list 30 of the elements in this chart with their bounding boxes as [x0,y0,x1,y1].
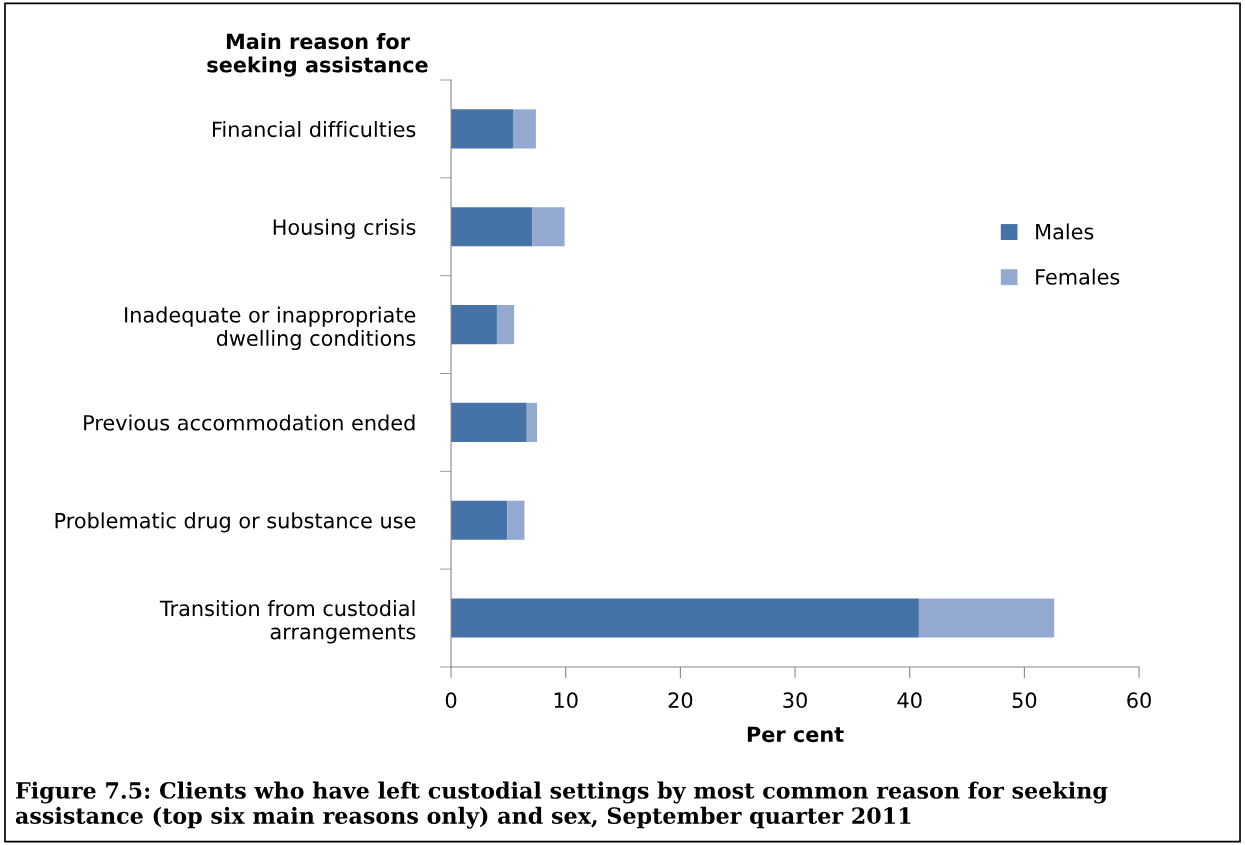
bar [451,500,508,540]
x-tick-label: 40 [897,692,922,709]
y-tick-label: Previous accommodation ended [84,414,415,431]
bar [451,207,533,247]
y-tick-label: Housing crisis [273,218,416,239]
x-tick-label: 30 [783,692,807,709]
bar [507,500,525,540]
y-tick-label: Problematic drug or substance use [55,512,416,533]
bar [918,598,1055,638]
bar [512,109,536,149]
y-axis-title: Main reason for seeking assistance [207,33,428,77]
x-axis-title: Per cent [747,726,844,743]
x-tick-label: 0 [445,692,457,709]
legend-label: Females [1036,268,1120,285]
bar [526,402,538,442]
bar [532,207,565,247]
bar [451,305,497,345]
y-tick-label: Transition from custodial arrangements [159,600,416,644]
y-tick-label: Financial difficulties [212,121,416,138]
bar [451,109,513,149]
text: Figure 7.5: Clients who have left custodial settings by most common reason for seeking assistance (top six main reasons only) and sex, September quarter 2011 [15,781,1108,829]
x-tick-label: 60 [1127,692,1151,709]
legend-label: Males [1036,223,1094,240]
x-tick-label: 10 [554,692,578,709]
bar [451,402,527,442]
y-tick-label: Inadequate or inappropriate dwelling conditions [125,306,416,351]
x-tick-label: 20 [668,692,693,709]
x-tick-label: 50 [1012,692,1037,709]
bar [496,305,515,345]
bar [451,598,919,638]
